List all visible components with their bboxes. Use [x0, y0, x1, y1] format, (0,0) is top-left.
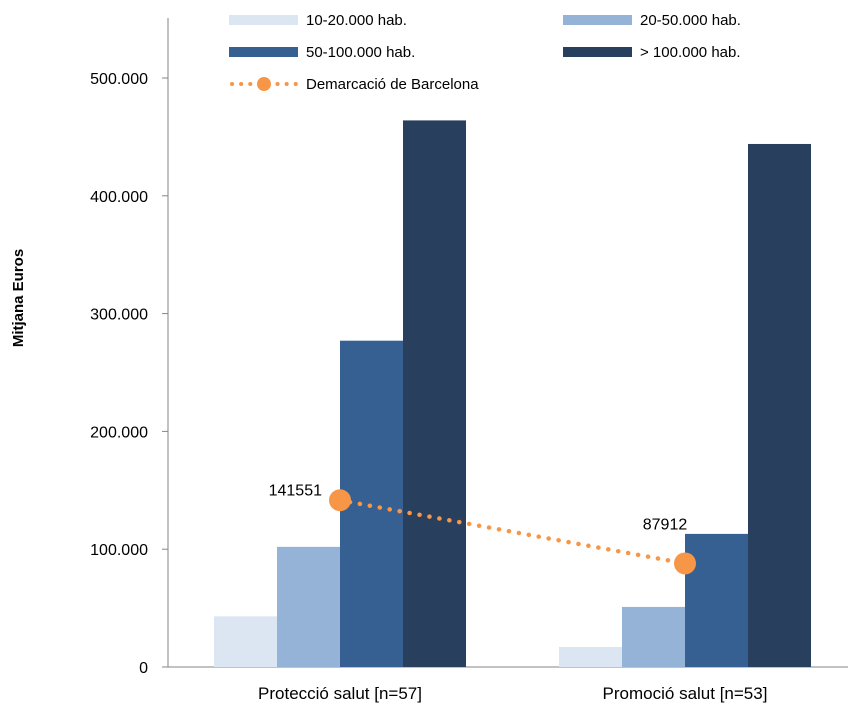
line-point — [329, 489, 351, 512]
y-tick-label: 100.000 — [90, 542, 148, 559]
legend-label: 10-20.000 hab. — [306, 12, 407, 29]
legend-label: 50-100.000 hab. — [306, 44, 415, 61]
legend-line-marker — [257, 77, 271, 91]
legend-swatch — [563, 15, 632, 25]
y-tick-label: 0 — [139, 660, 148, 677]
y-tick-label: 200.000 — [90, 424, 148, 441]
data-label: 141551 — [269, 482, 322, 499]
line-series: 141551 87912 — [269, 482, 696, 575]
data-label: 87912 — [643, 516, 688, 533]
bar — [685, 533, 748, 667]
bar — [559, 646, 622, 667]
line-point — [674, 552, 696, 575]
bar — [748, 143, 811, 667]
x-category-label: Promoció salut [n=53] — [603, 684, 768, 703]
x-category-labels: Protecció salut [n=57] Promoció salut [n=… — [258, 684, 767, 703]
legend: 10-20.000 hab. 20-50.000 hab. 50-100.000 h… — [229, 12, 741, 93]
legend-label: 20-50.000 hab. — [640, 12, 741, 29]
bar — [622, 606, 685, 667]
legend-swatch — [563, 47, 632, 57]
y-tick-label: 300.000 — [90, 307, 148, 324]
x-category-label: Protecció salut [n=57] — [258, 684, 422, 703]
legend-swatch — [229, 15, 298, 25]
bars — [214, 120, 811, 667]
bar — [214, 616, 277, 667]
series-line — [337, 498, 688, 566]
y-tick-label: 500.000 — [90, 71, 148, 88]
legend-swatch — [229, 47, 298, 57]
bar — [403, 120, 466, 667]
y-tick-label: 400.000 — [90, 189, 148, 206]
bar — [277, 546, 340, 667]
y-ticks: 0 100.000 200.000 300.000 400.000 500.000 — [90, 71, 168, 677]
legend-label: Demarcació de Barcelona — [306, 76, 479, 93]
legend-label: > 100.000 hab. — [640, 44, 741, 61]
y-axis-label: Mitjana Euros — [10, 249, 27, 347]
